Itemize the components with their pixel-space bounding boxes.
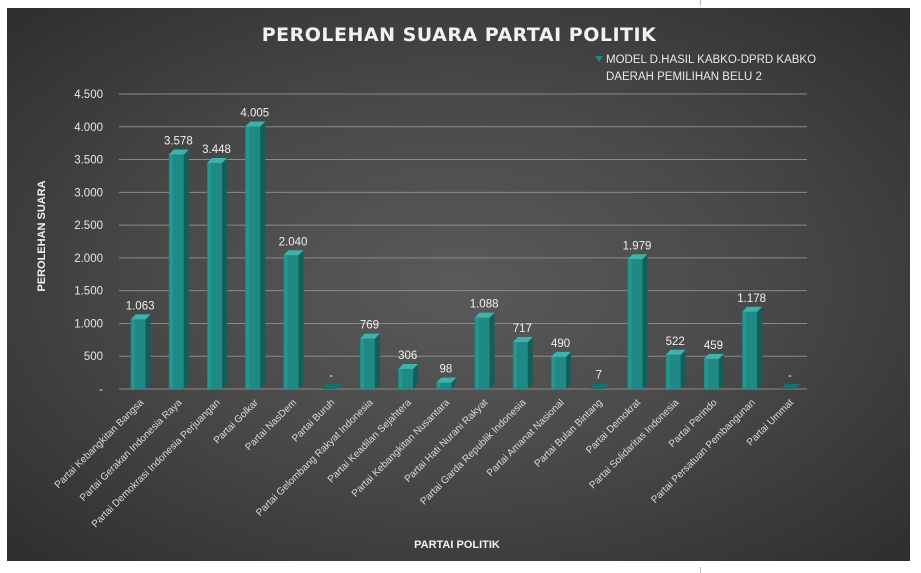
y-tick-label: 1.000 <box>74 318 103 330</box>
y-tick-label: 1.500 <box>74 286 103 298</box>
bar <box>130 314 151 389</box>
bar <box>665 349 686 389</box>
data-label: - <box>329 370 333 382</box>
data-label: 490 <box>551 338 570 350</box>
data-labels: 1.063 3.578 3.448 4.005 2.040 - 769 306 98 1.088 7… <box>126 107 792 382</box>
data-label: 4.005 <box>240 107 269 119</box>
data-label: 306 <box>398 350 417 362</box>
bar-chart: - 500 1.000 1.500 2.000 2.500 3.000 3.500 4.000 4… <box>36 24 816 551</box>
y-axis-title: PEROLEHAN SUARA <box>36 180 48 291</box>
frame-tick-bottom <box>700 567 701 573</box>
bar <box>551 351 572 389</box>
bar <box>436 377 457 389</box>
bar <box>780 384 801 389</box>
x-tick-label: Partai Amanat Nasional <box>485 397 567 479</box>
data-label: 1.979 <box>623 240 652 252</box>
bar <box>703 353 724 389</box>
x-tick-label: Partai Bulan Bintang <box>533 397 605 469</box>
legend-label-line1: MODEL D.HASIL KABKO-DPRD KABKO <box>606 54 816 66</box>
y-tick-label: - <box>99 384 103 396</box>
chart-title: PEROLEHAN SUARA PARTAI POLITIK <box>262 24 657 46</box>
y-tick-label: 3.500 <box>74 155 103 167</box>
y-tick-label: 500 <box>84 351 103 363</box>
bar <box>207 157 228 389</box>
y-tick-label: 3.000 <box>74 187 103 199</box>
y-tick-label: 4.000 <box>74 122 103 134</box>
data-label: 3.448 <box>202 144 231 156</box>
data-label: 769 <box>360 320 379 332</box>
legend-label-line2: DAERAH PEMILIHAN BELU 2 <box>606 71 762 83</box>
data-label: 3.578 <box>164 135 193 147</box>
data-label: 2.040 <box>279 236 308 248</box>
y-tick-label: 4.500 <box>74 89 103 101</box>
data-label: 1.088 <box>470 299 499 311</box>
data-label: 1.178 <box>737 293 766 305</box>
bar <box>245 121 266 389</box>
x-axis-title: PARTAI POLITIK <box>414 539 500 551</box>
chart-area: - 500 1.000 1.500 2.000 2.500 3.000 3.500 4.000 4… <box>7 8 910 561</box>
y-tick-label: 2.500 <box>74 220 103 232</box>
data-label: 522 <box>666 336 685 348</box>
gridlines <box>119 93 807 390</box>
legend-marker-icon <box>595 56 603 62</box>
bar <box>589 384 610 389</box>
bars <box>130 121 801 389</box>
data-label: - <box>788 370 792 382</box>
data-label: 459 <box>704 340 723 352</box>
bar <box>742 306 763 389</box>
bar <box>283 250 304 389</box>
legend: MODEL D.HASIL KABKO-DPRD KABKO DAERAH PE… <box>595 54 816 83</box>
bar <box>398 363 419 389</box>
data-label: 7 <box>596 370 602 382</box>
bar <box>168 149 189 389</box>
y-tick-label: 2.000 <box>74 253 103 265</box>
bar <box>321 384 342 389</box>
frame-tick-top <box>700 0 701 6</box>
data-label: 98 <box>439 364 452 376</box>
data-label: 717 <box>513 323 532 335</box>
data-label: 1.063 <box>126 300 155 312</box>
y-axis-ticks: - 500 1.000 1.500 2.000 2.500 3.000 3.500 4.000 4… <box>74 89 103 396</box>
bar <box>512 336 533 389</box>
bar <box>474 312 495 389</box>
bar <box>359 333 380 389</box>
bar <box>627 254 648 389</box>
